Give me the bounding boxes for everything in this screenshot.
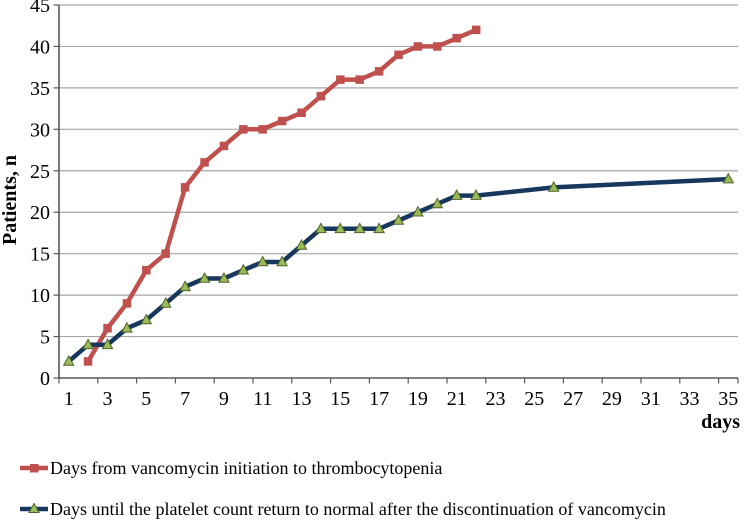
x-tick-label-33: 33 xyxy=(680,388,700,410)
triangle-marker-icon xyxy=(198,271,211,283)
square-marker-icon xyxy=(297,108,306,117)
navy-triangle-marker-icon xyxy=(28,502,40,513)
triangle-marker-icon xyxy=(547,180,560,192)
square-marker-icon xyxy=(103,324,112,333)
x-tick-label-21: 21 xyxy=(447,388,467,410)
triangle-marker-icon xyxy=(256,255,269,267)
data-series xyxy=(62,25,735,366)
square-marker-icon xyxy=(316,91,326,101)
square-marker-icon xyxy=(394,50,403,59)
triangle-marker-icon xyxy=(121,321,133,333)
x-axis-title: days xyxy=(701,411,740,433)
square-marker-icon xyxy=(142,266,151,275)
square-marker-icon xyxy=(277,116,287,126)
triangle-marker-icon xyxy=(392,213,405,225)
square-marker-icon xyxy=(374,67,384,76)
triangle-marker-icon xyxy=(101,338,114,350)
square-marker-icon xyxy=(413,42,423,51)
y-tick-label-35: 35 xyxy=(30,78,50,100)
triangle-marker-icon xyxy=(470,189,482,200)
x-tick-label-13: 13 xyxy=(292,388,312,410)
square-marker-icon xyxy=(452,33,461,43)
series-line-2 xyxy=(66,176,731,364)
x-tick-label-35: 35 xyxy=(718,388,738,410)
square-marker-icon xyxy=(219,141,229,151)
y-tick-label-0: 0 xyxy=(40,368,50,390)
x-tick-label-27: 27 xyxy=(563,388,583,410)
square-marker-icon xyxy=(355,75,364,84)
y-tick-label-5: 5 xyxy=(40,327,50,349)
x-tick-label-31: 31 xyxy=(641,388,661,410)
y-tick-label-10: 10 xyxy=(30,285,50,307)
y-axis-title: Patients, n xyxy=(0,155,21,245)
square-marker-icon xyxy=(433,42,442,51)
triangle-marker-icon xyxy=(276,255,288,267)
legend: Days from vancomycin initiation to throm… xyxy=(20,458,666,519)
red-square-marker-icon xyxy=(30,464,39,473)
square-marker-icon xyxy=(122,299,132,308)
x-axis-tick-labels: 1 3 5 7 9 11 13 15 17 19 21 23 25 27 29 31 33 35 xyxy=(64,388,739,410)
x-tick-label-17: 17 xyxy=(369,388,389,410)
triangle-marker-icon xyxy=(450,189,463,200)
axes xyxy=(58,5,738,379)
triangle-marker-icon xyxy=(722,172,735,184)
axis-ticks xyxy=(53,4,739,384)
square-marker-icon xyxy=(180,183,190,192)
y-tick-label-25: 25 xyxy=(30,161,50,183)
square-marker-icon xyxy=(239,125,248,134)
x-tick-label-7: 7 xyxy=(180,388,190,410)
triangle-marker-icon xyxy=(315,222,327,234)
x-tick-label-1: 1 xyxy=(64,388,74,410)
triangle-marker-icon xyxy=(373,222,385,234)
y-tick-label-45: 45 xyxy=(30,0,50,17)
square-marker-icon xyxy=(83,357,93,366)
triangle-marker-icon xyxy=(353,222,366,234)
triangle-marker-icon xyxy=(82,338,94,350)
x-tick-label-19: 19 xyxy=(408,388,428,410)
triangle-marker-icon xyxy=(179,280,191,292)
y-tick-label-20: 20 xyxy=(30,202,50,224)
legend-item-platelet-recovery: Days until the platelet count return to … xyxy=(20,499,666,519)
y-tick-label-30: 30 xyxy=(30,119,50,141)
square-marker-icon xyxy=(258,125,267,134)
y-tick-label-15: 15 xyxy=(30,244,50,266)
square-marker-icon xyxy=(471,25,481,35)
x-tick-label-29: 29 xyxy=(602,388,622,410)
x-tick-label-11: 11 xyxy=(253,388,272,410)
x-tick-label-9: 9 xyxy=(219,388,229,410)
y-tick-label-40: 40 xyxy=(30,36,50,58)
square-marker-icon xyxy=(161,249,170,258)
y-axis-tick-labels: 0 5 10 15 20 25 30 35 40 45 xyxy=(30,0,50,390)
legend-item-thrombocytopenia: Days from vancomycin initiation to throm… xyxy=(20,458,442,478)
triangle-marker-icon xyxy=(295,238,308,250)
triangle-marker-icon xyxy=(412,205,424,217)
x-tick-label-15: 15 xyxy=(330,388,350,410)
triangle-marker-icon xyxy=(218,271,230,283)
triangle-marker-icon xyxy=(431,197,444,209)
x-tick-label-23: 23 xyxy=(486,388,506,410)
square-marker-icon xyxy=(336,75,345,84)
triangle-marker-icon xyxy=(159,296,172,308)
series-line-1 xyxy=(85,27,479,364)
square-marker-icon xyxy=(200,158,209,167)
legend-label-thrombocytopenia: Days from vancomycin initiation to throm… xyxy=(50,458,442,478)
legend-label-platelet-recovery: Days until the platelet count return to … xyxy=(50,499,666,519)
triangle-marker-icon xyxy=(237,263,250,275)
triangle-marker-icon xyxy=(62,354,75,366)
triangle-marker-icon xyxy=(140,313,153,325)
x-tick-label-25: 25 xyxy=(524,388,544,410)
x-tick-label-3: 3 xyxy=(103,388,113,410)
x-tick-label-5: 5 xyxy=(141,388,151,410)
triangle-marker-icon xyxy=(334,222,347,234)
